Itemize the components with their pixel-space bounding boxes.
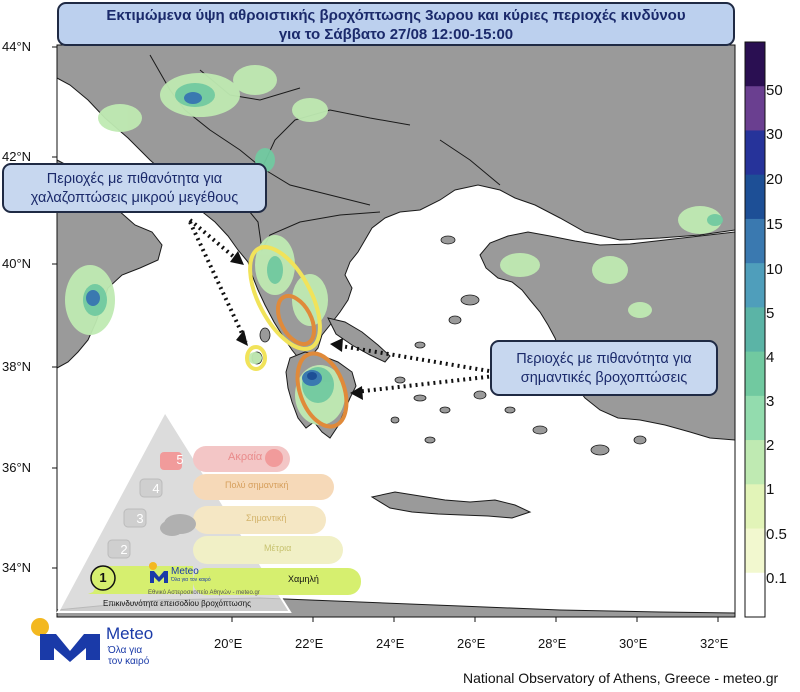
risk-level-num: 3 xyxy=(136,511,144,526)
hail-callout-line-1: Περιοχές με πιθανότητα για xyxy=(46,171,223,187)
title-line-1: Εκτιμώμενα ύψη αθροιστικής βροχόπτωσης 3… xyxy=(106,7,686,24)
risk-level-label: Πολύ σημαντική xyxy=(225,480,289,490)
meteo-logo-tagline-2: τον καιρό xyxy=(108,656,150,667)
lat-label: 44°N xyxy=(2,39,32,54)
lon-label: 20°E xyxy=(214,636,243,651)
lat-label: 42°N xyxy=(2,149,32,164)
meteo-logo-small-tagline-2: τον καιρό xyxy=(190,577,211,583)
risk-level-num: 4 xyxy=(152,481,160,496)
hail-callout: Περιοχές με πιθανότητα για χαλαζοπτώσεις… xyxy=(2,163,267,213)
rain-zone-ellipse-south xyxy=(295,351,349,429)
colorbar-label: 10 xyxy=(766,261,783,278)
lat-label: 38°N xyxy=(2,359,32,374)
colorbar-label: 2 xyxy=(766,437,775,454)
meteo-logo-small-tagline: Όλα για xyxy=(171,577,189,583)
colorbar xyxy=(745,42,765,618)
colorbar-segment xyxy=(745,218,765,264)
map-title: Εκτιμώμενα ύψη αθροιστικής βροχόπτωσης 3… xyxy=(57,2,735,46)
rain-callout-line-1: Περιοχές με πιθανότητα για xyxy=(516,351,692,367)
colorbar-label: 5 xyxy=(766,305,775,322)
pointer-arrows xyxy=(188,218,496,394)
colorbar-label: 1 xyxy=(766,481,775,498)
colorbar-segment xyxy=(745,395,765,441)
risk-caption: Επικινδυνότητα επεισοδίου βροχόπτωσης xyxy=(103,599,251,608)
colorbar-frame xyxy=(744,41,766,618)
risk-level-label: Σημαντική xyxy=(246,513,287,523)
meteo-logo-small-name: Meteo xyxy=(171,566,199,577)
colorbar-segment xyxy=(745,42,765,87)
lat-label: 34°N xyxy=(2,560,32,575)
hail-zone-ellipse-small xyxy=(245,345,267,371)
colorbar-segment xyxy=(745,263,765,308)
colorbar-segment xyxy=(745,528,765,574)
rain-callout-line-2: σημαντικές βροχοπτώσεις xyxy=(520,370,688,386)
colorbar-label: 20 xyxy=(766,171,783,188)
colorbar-label: 0.1 xyxy=(766,570,787,587)
risk-level-num: 1 xyxy=(99,570,107,585)
colorbar-label: 3 xyxy=(766,393,775,410)
colorbar-segment xyxy=(745,174,765,220)
land-crete xyxy=(370,491,532,519)
colorbar-segment xyxy=(745,440,765,485)
rain-zone-ellipse-north xyxy=(275,293,317,347)
risk-scale-panel xyxy=(56,410,361,613)
lat-label: 40°N xyxy=(2,256,32,271)
colorbar-segment xyxy=(745,572,765,618)
title-line-2: για το Σάββατο 27/08 12:00-15:00 xyxy=(278,26,514,43)
colorbar-segment xyxy=(745,351,765,397)
lon-label: 30°E xyxy=(619,636,648,651)
colorbar-label: 0.5 xyxy=(766,526,787,543)
aegean-islands xyxy=(251,235,647,456)
risk-level-num: 5 xyxy=(176,452,184,467)
arrow-heads xyxy=(230,251,363,400)
colorbar-label: 15 xyxy=(766,216,783,233)
colorbar-segment xyxy=(745,86,765,131)
credit-text: National Observatory of Athens, Greece -… xyxy=(463,670,779,686)
hail-zone-ellipse xyxy=(248,245,322,351)
colorbar-label: 4 xyxy=(766,349,775,366)
colorbar-label: 30 xyxy=(766,126,783,143)
risk-level-num: 2 xyxy=(120,542,128,557)
risk-small-text: Εθνικό Αστεροσκοπείο Αθηνών - meteo.gr xyxy=(148,590,260,596)
hail-callout-line-2: χαλαζοπτώσεις μικρού μεγέθους xyxy=(30,190,239,206)
land-evia xyxy=(327,317,391,363)
lon-label: 22°E xyxy=(295,636,324,651)
rain-callout: Περιοχές με πιθανότητα για σημαντικές βρ… xyxy=(490,340,718,396)
axis-ticks xyxy=(52,46,719,622)
meteo-logo xyxy=(31,618,100,662)
risk-zones xyxy=(245,245,349,429)
rain-cloud-icon xyxy=(160,514,196,536)
meteo-logo-tagline-1: Όλα για xyxy=(108,645,143,656)
lat-label: 36°N xyxy=(2,460,32,475)
colorbar-segment xyxy=(745,130,765,176)
lon-label: 28°E xyxy=(538,636,567,651)
colorbar-segment xyxy=(745,484,765,530)
meteo-logo-name: Meteo xyxy=(106,624,154,643)
risk-level-label: Ακραία xyxy=(228,451,263,463)
colorbar-segment xyxy=(745,307,765,353)
risk-level-label: Μέτρια xyxy=(264,543,292,553)
lon-label: 32°E xyxy=(700,636,729,651)
lon-label: 24°E xyxy=(376,636,405,651)
colorbar-label: 50 xyxy=(766,82,783,99)
meteo-logo-small xyxy=(149,562,168,583)
lon-label: 26°E xyxy=(457,636,486,651)
risk-level-label: Χαμηλή xyxy=(288,574,319,584)
